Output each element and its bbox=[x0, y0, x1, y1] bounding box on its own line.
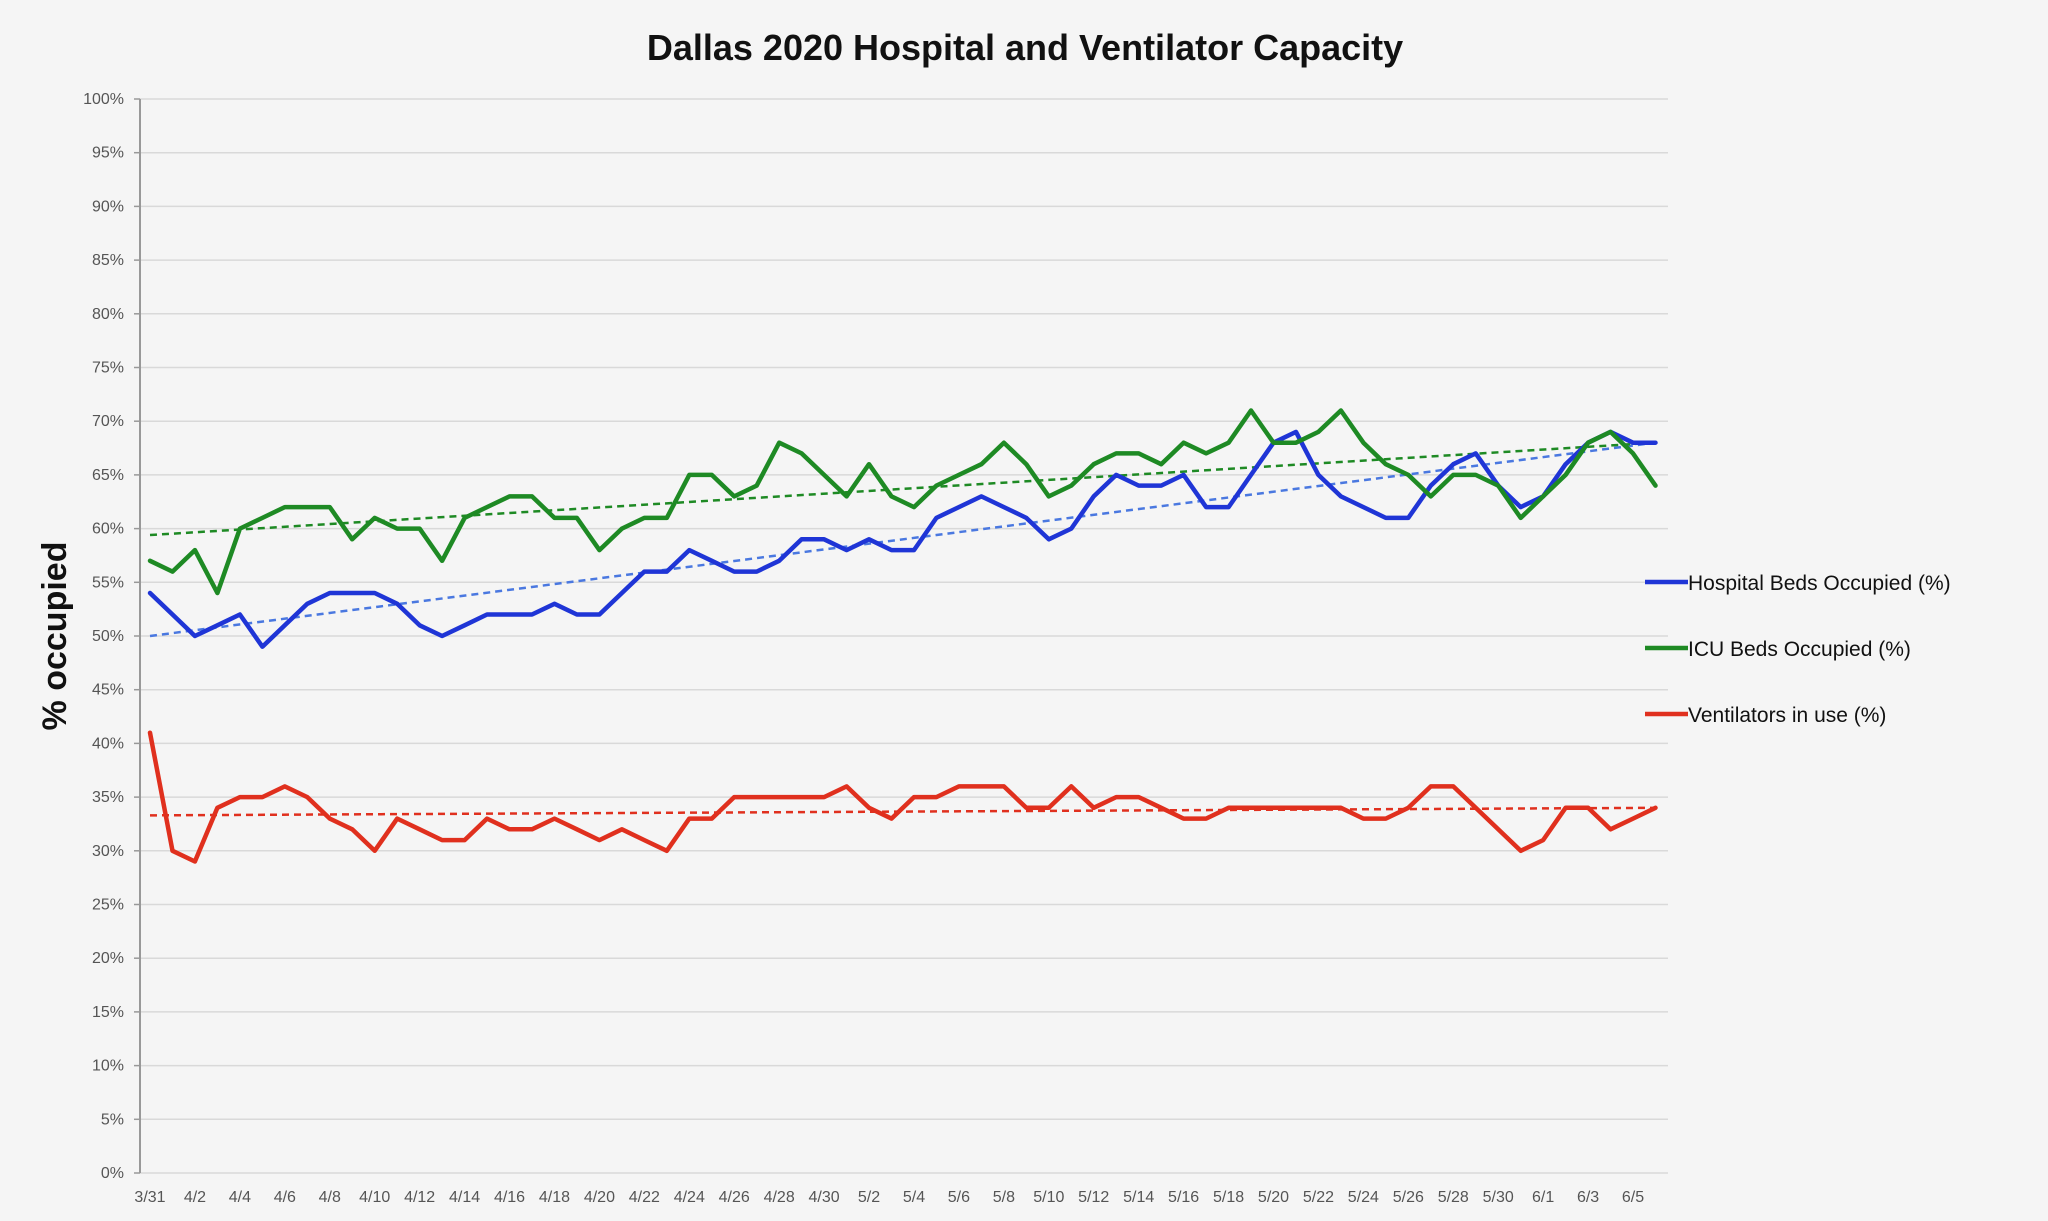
x-tick-label: 4/16 bbox=[494, 1189, 525, 1206]
series-line bbox=[147, 408, 1658, 596]
y-tick-label: 70% bbox=[92, 413, 124, 430]
y-tick-label: 65% bbox=[92, 467, 124, 484]
x-tick-label: 4/30 bbox=[809, 1189, 840, 1206]
y-tick-label: 90% bbox=[92, 198, 124, 215]
x-tick-label: 4/2 bbox=[184, 1189, 206, 1206]
series-line bbox=[147, 429, 1658, 649]
x-tick-label: 4/14 bbox=[449, 1189, 480, 1206]
x-tick-label: 5/10 bbox=[1033, 1189, 1064, 1206]
x-axis-ticks: 3/31 4/2 4/4 4/6 4/8 4/10 4/12 4/14 4/16 4/18 4/20… bbox=[134, 1189, 1644, 1206]
legend-label: Hospital Beds Occupied (%) bbox=[1688, 572, 1951, 595]
series-lines bbox=[147, 408, 1658, 864]
y-tick-label: 40% bbox=[92, 735, 124, 752]
y-tick-label: 60% bbox=[92, 521, 124, 538]
x-tick-label: 5/24 bbox=[1348, 1189, 1379, 1206]
y-tick-label: 0% bbox=[101, 1165, 124, 1182]
x-tick-label: 5/18 bbox=[1213, 1189, 1244, 1206]
x-tick-label: 4/28 bbox=[764, 1189, 795, 1206]
x-tick-label: 5/14 bbox=[1123, 1189, 1154, 1206]
x-tick-label: 4/4 bbox=[229, 1189, 251, 1206]
y-tick-label: 55% bbox=[92, 574, 124, 591]
series-line bbox=[147, 730, 1658, 864]
y-tick-label: 25% bbox=[92, 897, 124, 914]
x-tick-label: 3/31 bbox=[134, 1189, 165, 1206]
x-tick-label: 4/18 bbox=[539, 1189, 570, 1206]
x-tick-label: 4/12 bbox=[404, 1189, 435, 1206]
x-tick-label: 5/4 bbox=[903, 1189, 925, 1206]
x-tick-label: 6/3 bbox=[1577, 1189, 1599, 1206]
x-tick-label: 6/1 bbox=[1532, 1189, 1554, 1206]
x-tick-label: 4/24 bbox=[674, 1189, 705, 1206]
x-tick-label: 5/12 bbox=[1078, 1189, 1109, 1206]
y-tick-label: 5% bbox=[101, 1111, 124, 1128]
x-tick-label: 5/30 bbox=[1483, 1189, 1514, 1206]
y-tick-label: 50% bbox=[92, 628, 124, 645]
x-tick-label: 4/8 bbox=[319, 1189, 341, 1206]
y-tick-label: 85% bbox=[92, 252, 124, 269]
y-tick-label: 35% bbox=[92, 789, 124, 806]
y-tick-label: 30% bbox=[92, 843, 124, 860]
x-tick-label: 5/26 bbox=[1393, 1189, 1424, 1206]
x-tick-label: 5/16 bbox=[1168, 1189, 1199, 1206]
x-tick-label: 4/22 bbox=[629, 1189, 660, 1206]
x-tick-label: 5/20 bbox=[1258, 1189, 1289, 1206]
x-tick-label: 4/20 bbox=[584, 1189, 615, 1206]
x-tick-label: 4/26 bbox=[719, 1189, 750, 1206]
x-tick-label: 5/28 bbox=[1438, 1189, 1469, 1206]
y-tick-label: 15% bbox=[92, 1004, 124, 1021]
x-tick-label: 4/6 bbox=[274, 1189, 296, 1206]
legend: Hospital Beds Occupied (%) ICU Beds Occup… bbox=[1645, 572, 1951, 727]
legend-label: ICU Beds Occupied (%) bbox=[1688, 638, 1911, 661]
x-tick-label: 5/8 bbox=[993, 1189, 1015, 1206]
y-tick-label: 100% bbox=[83, 91, 124, 108]
y-tick-label: 75% bbox=[92, 360, 124, 377]
y-tick-label: 20% bbox=[92, 950, 124, 967]
x-tick-label: 6/5 bbox=[1622, 1189, 1644, 1206]
legend-label: Ventilators in use (%) bbox=[1688, 704, 1886, 727]
y-tick-label: 80% bbox=[92, 306, 124, 323]
y-tick-label: 10% bbox=[92, 1058, 124, 1075]
x-tick-label: 5/22 bbox=[1303, 1189, 1334, 1206]
x-tick-label: 4/10 bbox=[359, 1189, 390, 1206]
y-tick-label: 45% bbox=[92, 682, 124, 699]
gridlines bbox=[140, 98, 1668, 1174]
y-tick-label: 95% bbox=[92, 145, 124, 162]
chart-title: Dallas 2020 Hospital and Ventilator Capa… bbox=[647, 27, 1403, 68]
y-axis-ticks: 0% 5% 10% 15% 20% 25% 30% 35% 40% 45% 50% 55% 60% 65%… bbox=[83, 91, 140, 1182]
y-axis-label: % occupied bbox=[36, 542, 74, 731]
x-tick-label: 5/2 bbox=[858, 1189, 880, 1206]
x-tick-label: 5/6 bbox=[948, 1189, 970, 1206]
